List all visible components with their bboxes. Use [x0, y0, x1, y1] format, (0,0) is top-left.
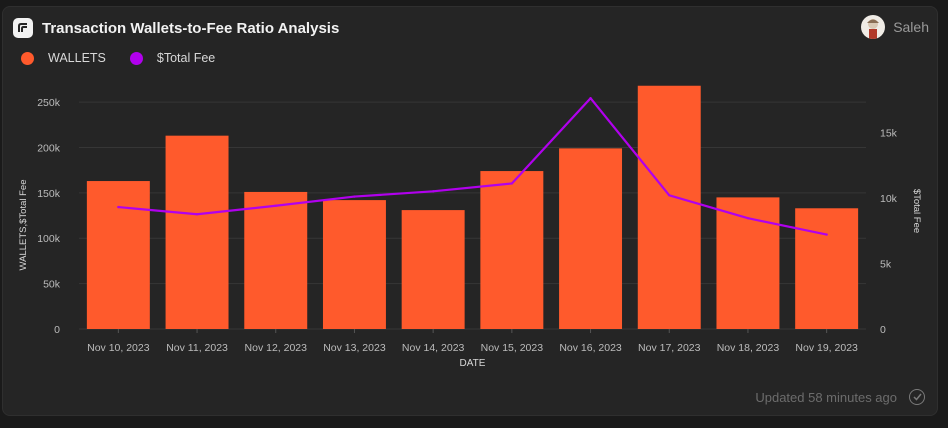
- point-total-fee: [746, 217, 750, 220]
- x-tick-label: Nov 19, 2023: [795, 342, 858, 354]
- y-tick-label: 100k: [37, 233, 61, 245]
- point-total-fee: [510, 182, 514, 185]
- chart-legend: WALLETS $Total Fee: [21, 51, 239, 65]
- y-tick-label: 200k: [37, 142, 61, 154]
- check-circle-icon[interactable]: [909, 389, 925, 405]
- x-tick-label: Nov 18, 2023: [717, 342, 780, 354]
- y2-tick-label: 5k: [880, 258, 892, 270]
- point-total-fee: [274, 204, 277, 207]
- user-profile[interactable]: Saleh: [861, 15, 929, 39]
- y2-axis-title: $Total Fee: [911, 189, 922, 233]
- x-tick-label: Nov 16, 2023: [559, 342, 622, 354]
- y2-tick-label: 15k: [880, 127, 898, 139]
- x-tick-label: Nov 12, 2023: [245, 342, 308, 354]
- legend-swatch-total-fee: [129, 51, 143, 65]
- card-footer: Updated 58 minutes ago: [755, 389, 925, 405]
- y-tick-label: 250k: [37, 97, 61, 109]
- legend-label-total-fee: $Total Fee: [156, 51, 216, 65]
- legend-label-wallets: WALLETS: [48, 51, 106, 65]
- y2-tick-label: 10k: [880, 193, 898, 205]
- bar-wallets: [480, 171, 544, 329]
- x-tick-label: Nov 17, 2023: [638, 342, 701, 354]
- point-total-fee: [668, 194, 671, 197]
- point-total-fee: [195, 213, 199, 216]
- x-tick-label: Nov 14, 2023: [402, 342, 465, 354]
- chart-title: Transaction Wallets-to-Fee Ratio Analysi…: [42, 19, 340, 37]
- y-tick-label: 150k: [37, 188, 61, 200]
- bar-wallets: [244, 191, 308, 329]
- line-total-fee: [118, 97, 827, 236]
- bar-wallets: [401, 210, 465, 329]
- point-total-fee: [589, 97, 592, 100]
- point-total-fee: [117, 205, 120, 209]
- point-total-fee: [825, 233, 828, 236]
- bar-wallets: [795, 208, 859, 329]
- bar-wallets: [637, 85, 701, 329]
- bar-wallets: [322, 200, 386, 329]
- legend-item-total-fee[interactable]: $Total Fee: [129, 51, 216, 65]
- flipside-logo-icon: [13, 18, 33, 38]
- bar-wallets: [559, 148, 623, 329]
- y2-tick-label: 0: [880, 324, 886, 336]
- user-avatar-icon[interactable]: [861, 15, 886, 39]
- updated-timestamp: Updated 58 minutes ago: [755, 389, 897, 405]
- legend-item-wallets[interactable]: WALLETS: [21, 51, 106, 65]
- username[interactable]: Saleh: [893, 19, 929, 35]
- x-axis-title: DATE: [460, 358, 486, 369]
- x-tick-label: Nov 11, 2023: [166, 342, 228, 354]
- bar-wallets: [165, 135, 229, 329]
- card-header: Transaction Wallets-to-Fee Ratio Analysi…: [13, 17, 339, 39]
- y-tick-label: 0: [54, 324, 60, 336]
- x-tick-label: Nov 15, 2023: [481, 342, 544, 354]
- x-tick-label: Nov 10, 2023: [87, 342, 150, 354]
- y-axis-title: WALLETS,$Total Fee: [18, 180, 29, 271]
- bar-wallets: [86, 181, 150, 329]
- y-tick-label: 50k: [43, 279, 61, 291]
- point-total-fee: [353, 195, 356, 198]
- x-tick-label: Nov 13, 2023: [323, 342, 386, 354]
- point-total-fee: [431, 190, 435, 193]
- legend-swatch-wallets: [21, 51, 34, 65]
